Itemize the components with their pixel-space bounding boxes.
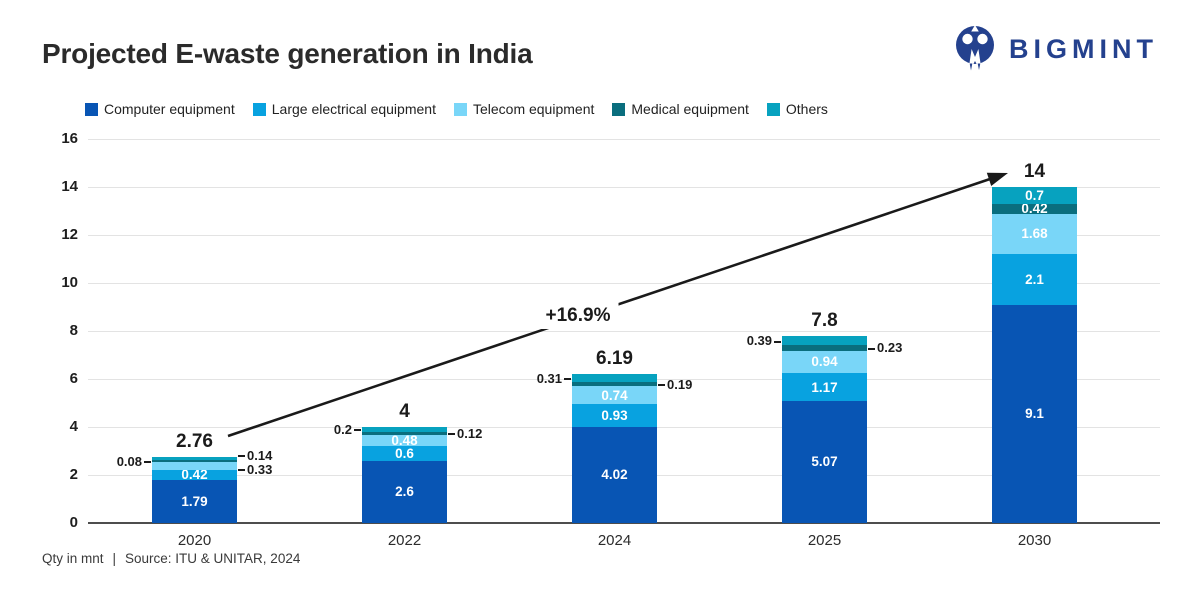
x-tick-label: 2020 xyxy=(177,532,212,549)
y-tick-label: 2 xyxy=(69,466,78,483)
x-tick-label: 2025 xyxy=(807,532,842,549)
bar-segment: 0.6 xyxy=(362,445,447,461)
bar-segment xyxy=(152,456,237,461)
bar-segment xyxy=(782,335,867,346)
bar-segment: 2.1 xyxy=(992,254,1077,305)
bar-segment: 1.17 xyxy=(782,373,867,402)
legend-item-label: Computer equipment xyxy=(104,101,235,117)
legend-item-label: Large electrical equipment xyxy=(271,101,436,117)
gridline xyxy=(88,139,1160,140)
bar-segment: 0.7 xyxy=(992,187,1077,204)
bar-value-label: 0.93 xyxy=(601,407,628,423)
bar-value-label: 2.6 xyxy=(395,484,414,500)
bar-value-label: 0.42 xyxy=(1021,201,1048,217)
bar-segment: 0.48 xyxy=(362,432,447,448)
bar-value-label: 1.68 xyxy=(1021,226,1048,242)
bar-value-label: 0.7 xyxy=(1025,187,1044,203)
y-tick-label: 0 xyxy=(69,514,78,531)
y-tick-label: 6 xyxy=(69,370,78,387)
chart-footnote: Qty in mnt | Source: ITU & UNITAR, 2024 xyxy=(42,551,300,566)
bar-value-label: 0.6 xyxy=(395,445,414,461)
bar-segment: 0.42 xyxy=(152,467,237,483)
legend-item: Others xyxy=(766,101,828,117)
bar-segment: 5.07 xyxy=(782,401,867,523)
bar-segment: 4.02 xyxy=(572,426,657,523)
growth-annotation: +16.9% xyxy=(537,303,619,329)
legend-marker-icon xyxy=(453,102,467,116)
bar-total-label: 4 xyxy=(399,401,410,422)
bar-segment: 9.1 xyxy=(992,304,1077,523)
unit-note: Qty in mnt xyxy=(42,551,104,566)
bar-value-label: 0.74 xyxy=(601,387,628,403)
bar-segment: 1.68 xyxy=(992,213,1077,255)
legend-item-label: Telecom equipment xyxy=(472,101,595,117)
segment-callout-label: 0.19 xyxy=(658,376,692,393)
segment-callout-label: 0.2 xyxy=(334,421,361,438)
x-tick-label: 2022 xyxy=(387,532,422,549)
bar-segment: 0.42 xyxy=(992,201,1077,217)
bar-segment xyxy=(152,460,237,463)
bar-segment: 0.74 xyxy=(572,386,657,405)
y-tick-label: 10 xyxy=(61,274,78,291)
bar-value-label: 1.17 xyxy=(811,379,838,395)
y-tick-label: 12 xyxy=(61,226,78,243)
legend-item: Large electrical equipment xyxy=(252,101,436,117)
bar-segment xyxy=(782,345,867,351)
brand-name: BIGMINT xyxy=(1009,33,1158,64)
x-axis-line xyxy=(88,522,1160,524)
segment-callout-label: 0.23 xyxy=(868,339,902,356)
bar-segment: 0.94 xyxy=(782,350,867,374)
bar-value-label: 4.02 xyxy=(601,467,628,482)
x-tick-label: 2024 xyxy=(597,532,632,549)
legend-marker-icon xyxy=(85,102,98,116)
bar-total-label: 6.19 xyxy=(596,348,633,370)
y-tick-label: 16 xyxy=(61,130,78,147)
bigmint-logo: BIGMINT xyxy=(950,24,1158,74)
bar-segment xyxy=(362,431,447,435)
segment-callout-label: 0.08 xyxy=(117,453,151,470)
bar-segment: 1.79 xyxy=(152,480,237,523)
segment-callout-label: 0.33 xyxy=(238,461,272,478)
bar-value-label: 0.94 xyxy=(811,354,838,370)
footnote-separator: | xyxy=(112,551,117,566)
page-title: Projected E-waste generation in India xyxy=(42,38,533,69)
legend-item-label: Others xyxy=(785,101,828,117)
bar-segment xyxy=(572,381,657,387)
legend-marker-icon xyxy=(766,102,780,116)
bar-value-label: 5.07 xyxy=(811,454,838,470)
segment-callout-label: 0.14 xyxy=(238,447,272,464)
legend-marker-icon xyxy=(612,102,626,116)
bar-segment xyxy=(152,462,237,470)
legend-item: Telecom equipment xyxy=(453,101,595,117)
bar-segment xyxy=(362,427,447,432)
x-tick-label: 2030 xyxy=(1017,532,1052,549)
bar-total-label: 2.76 xyxy=(176,430,213,452)
segment-callout-label: 0.39 xyxy=(747,332,781,349)
legend-marker-icon xyxy=(252,102,266,116)
bar-segment: 0.93 xyxy=(572,404,657,427)
bar-value-label: 9.1 xyxy=(1025,406,1044,422)
y-tick-label: 4 xyxy=(69,418,78,435)
bigmint-logo-icon xyxy=(956,25,994,71)
bar-total-label: 7.8 xyxy=(811,309,838,331)
chart-legend: Computer equipment Large electrical equip… xyxy=(85,101,828,117)
bar-value-label: 0.42 xyxy=(181,467,208,483)
source-note: Source: ITU & UNITAR, 2024 xyxy=(125,551,301,566)
bar-segment xyxy=(572,374,657,382)
bar-segment: 2.6 xyxy=(362,460,447,523)
bar-value-label: 2.1 xyxy=(1025,271,1044,287)
bar-total-label: 14 xyxy=(1023,161,1046,182)
y-tick-label: 8 xyxy=(69,322,78,339)
segment-callout-label: 0.31 xyxy=(537,370,571,387)
y-tick-label: 14 xyxy=(61,178,78,195)
bar-value-label: 1.79 xyxy=(181,493,208,509)
legend-item-label: Medical equipment xyxy=(631,101,749,117)
segment-callout-label: 0.12 xyxy=(448,425,482,442)
legend-item: Medical equipment xyxy=(612,101,749,117)
bar-value-label: 0.48 xyxy=(391,432,418,448)
legend-item: Computer equipment xyxy=(85,101,235,117)
